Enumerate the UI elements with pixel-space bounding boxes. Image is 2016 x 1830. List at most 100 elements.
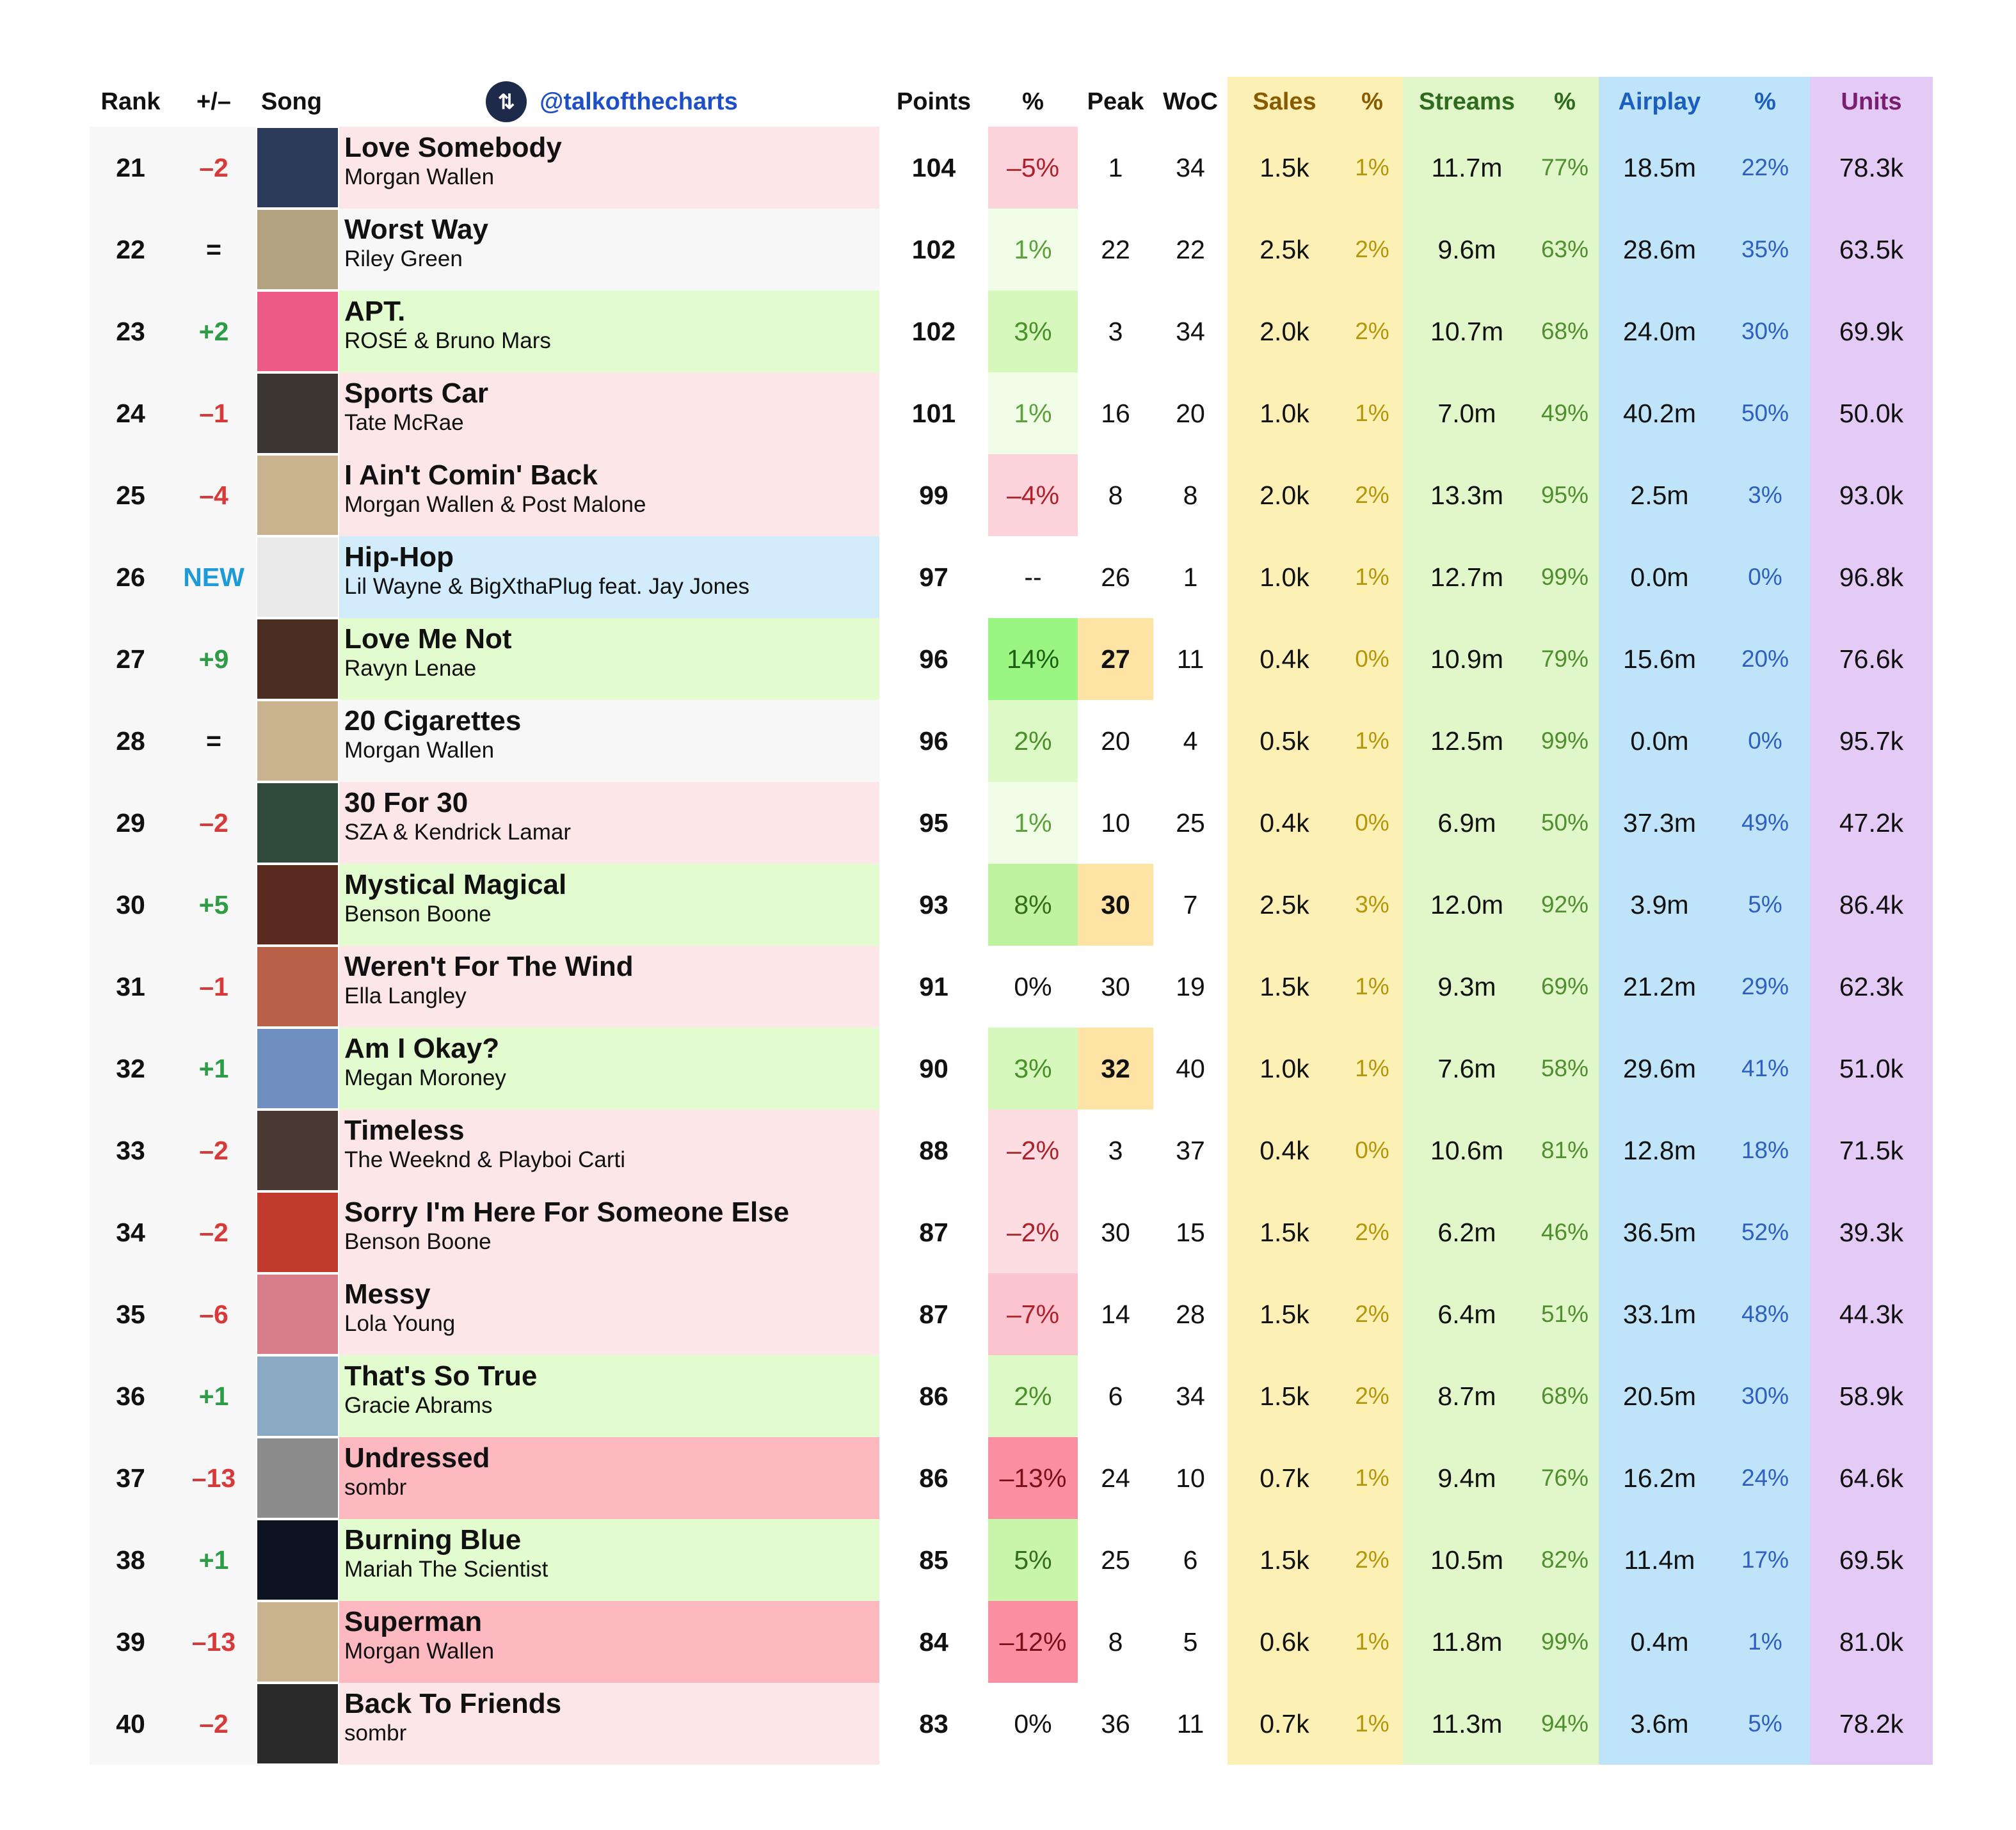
table-row[interactable]: 39 –13 Superman Morgan Wallen 84 –12% 8 5 0.6k 1%… [90,1601,1933,1683]
album-art[interactable] [257,456,338,535]
sales-cell: 0.7k [1228,1437,1341,1519]
album-art[interactable] [257,1684,338,1763]
song-cell[interactable]: Love Me Not Ravyn Lenae [339,618,879,700]
album-art[interactable] [257,1438,338,1518]
airplay-cell: 21.2m [1599,946,1720,1028]
header-rank[interactable]: Rank [100,88,161,115]
woc-cell: 7 [1183,889,1198,919]
song-cell[interactable]: I Ain't Comin' Back Morgan Wallen & Post … [339,454,879,536]
table-row[interactable]: 32 +1 Am I Okay? Megan Moroney 90 3% 32 40 1.0k 1… [90,1028,1933,1110]
song-cell[interactable]: Timeless The Weeknd & Playboi Carti [339,1110,879,1191]
streams-cell: 11.8m [1403,1601,1531,1683]
header-points[interactable]: Points [896,88,972,115]
song-cell[interactable]: Undressed sombr [339,1437,879,1519]
header-streams-pct[interactable]: % [1531,77,1599,127]
header-airplay-pct[interactable]: % [1720,77,1810,127]
album-art-image [257,1438,338,1518]
airplay-cell: 28.6m [1599,209,1720,290]
album-art[interactable] [257,1275,338,1354]
table-row[interactable]: 38 +1 Burning Blue Mariah The Scientist 85 5%… [90,1519,1933,1601]
header-peak[interactable]: Peak [1087,88,1144,115]
song-cell[interactable]: Love Somebody Morgan Wallen [339,127,879,209]
chart-table: Rank +/– Song ⇅ @talkofthecharts Points … [90,77,1933,1765]
header-units[interactable]: Units [1810,77,1933,127]
song-cell[interactable]: Sorry I'm Here For Someone Else Benson Bo… [339,1191,879,1273]
song-cell[interactable]: Worst Way Riley Green [339,209,879,290]
song-cell[interactable]: Mystical Magical Benson Boone [339,864,879,946]
song-cell[interactable]: Back To Friends sombr [339,1683,879,1765]
table-row[interactable]: 33 –2 Timeless The Weeknd & Playboi Carti 88… [90,1110,1933,1191]
sales-cell: 1.5k [1228,1191,1341,1273]
album-art[interactable] [257,1193,338,1272]
header-song[interactable]: Song [261,88,322,115]
album-art[interactable] [257,292,338,371]
album-art[interactable] [257,619,338,699]
peak-cell: 8 [1108,1627,1123,1657]
table-row[interactable]: 22 = Worst Way Riley Green 102 1% 22 22 2.5k 2% 9.… [90,209,1933,290]
sales-pct-cell: 2% [1341,1273,1403,1355]
header-move[interactable]: +/– [196,88,231,115]
album-art[interactable] [257,1520,338,1600]
table-row[interactable]: 34 –2 Sorry I'm Here For Someone Else Benso… [90,1191,1933,1273]
song-cell[interactable]: Superman Morgan Wallen [339,1601,879,1683]
table-row[interactable]: 26 NEW Hip-Hop Lil Wayne & BigXthaPlug feat… [90,536,1933,618]
album-art[interactable] [257,210,338,289]
song-artist: Ravyn Lenae [344,656,477,681]
album-art[interactable] [257,1029,338,1108]
song-cell[interactable]: Weren't For The Wind Ella Langley [339,946,879,1028]
album-art[interactable] [257,1111,338,1190]
table-row[interactable]: 29 –2 30 For 30 SZA & Kendrick Lamar 95 1% 10 2… [90,782,1933,864]
header-streams[interactable]: Streams [1403,77,1531,127]
woc-cell: 10 [1176,1463,1205,1493]
table-row[interactable]: 31 –1 Weren't For The Wind Ella Langley 91 0%… [90,946,1933,1028]
song-cell[interactable]: Burning Blue Mariah The Scientist [339,1519,879,1601]
album-art[interactable] [257,865,338,944]
table-row[interactable]: 28 = 20 Cigarettes Morgan Wallen 96 2% 20 4 0.5k… [90,700,1933,782]
table-row[interactable]: 21 –2 Love Somebody Morgan Wallen 104 –5% 1 34 1… [90,127,1933,209]
song-cell[interactable]: 20 Cigarettes Morgan Wallen [339,700,879,782]
streams-cell: 13.3m [1403,454,1531,536]
table-row[interactable]: 30 +5 Mystical Magical Benson Boone 93 8% 30 7 2… [90,864,1933,946]
sales-cell: 0.5k [1228,700,1341,782]
album-art[interactable] [257,537,338,617]
header-airplay[interactable]: Airplay [1599,77,1720,127]
song-title: Sorry I'm Here For Someone Else [344,1197,790,1228]
sales-cell: 2.0k [1228,454,1341,536]
table-row[interactable]: 36 +1 That's So True Gracie Abrams 86 2% 6 34 1.… [90,1355,1933,1437]
table-row[interactable]: 37 –13 Undressed sombr 86 –13% 24 10 0.7k 1% 9.4m 7… [90,1437,1933,1519]
table-row[interactable]: 25 –4 I Ain't Comin' Back Morgan Wallen & P… [90,454,1933,536]
album-art[interactable] [257,1602,338,1682]
header-sales-pct[interactable]: % [1341,77,1403,127]
album-art[interactable] [257,128,338,207]
album-art[interactable] [257,374,338,453]
album-art[interactable] [257,947,338,1026]
sales-cell: 1.5k [1228,1355,1341,1437]
album-art[interactable] [257,783,338,863]
streams-pct-cell: 68% [1531,1355,1599,1437]
song-cell[interactable]: Hip-Hop Lil Wayne & BigXthaPlug feat. Jay… [339,536,879,618]
streams-cell: 12.5m [1403,700,1531,782]
change-pct-cell: -- [1024,562,1042,592]
song-title: Messy [344,1278,431,1310]
table-row[interactable]: 23 +2 APT. ROSÉ & Bruno Mars 102 3% 3 34 2.0k 2% 1… [90,290,1933,372]
song-cell[interactable]: That's So True Gracie Abrams [339,1355,879,1437]
song-cell[interactable]: Messy Lola Young [339,1273,879,1355]
table-row[interactable]: 35 –6 Messy Lola Young 87 –7% 14 28 1.5k 2% 6.4m 51… [90,1273,1933,1355]
sales-cell: 0.4k [1228,1110,1341,1191]
table-row[interactable]: 24 –1 Sports Car Tate McRae 101 1% 16 20 1.0k 1% 7… [90,372,1933,454]
header-pct[interactable]: % [1022,88,1044,115]
header-sales[interactable]: Sales [1228,77,1341,127]
album-art[interactable] [257,701,338,781]
streams-cell: 10.5m [1403,1519,1531,1601]
brand-handle[interactable]: @talkofthecharts [540,88,738,115]
table-row[interactable]: 40 –2 Back To Friends sombr 83 0% 36 11 0.7k 1% 11… [90,1683,1933,1765]
album-art[interactable] [257,1357,338,1436]
header-woc[interactable]: WoC [1163,88,1218,115]
airplay-cell: 2.5m [1599,454,1720,536]
song-cell[interactable]: 30 For 30 SZA & Kendrick Lamar [339,782,879,864]
table-row[interactable]: 27 +9 Love Me Not Ravyn Lenae 96 14% 27 11 0.4k 0… [90,618,1933,700]
change-pct-cell: –12% [988,1601,1078,1683]
song-cell[interactable]: APT. ROSÉ & Bruno Mars [339,290,879,372]
song-cell[interactable]: Am I Okay? Megan Moroney [339,1028,879,1110]
song-cell[interactable]: Sports Car Tate McRae [339,372,879,454]
